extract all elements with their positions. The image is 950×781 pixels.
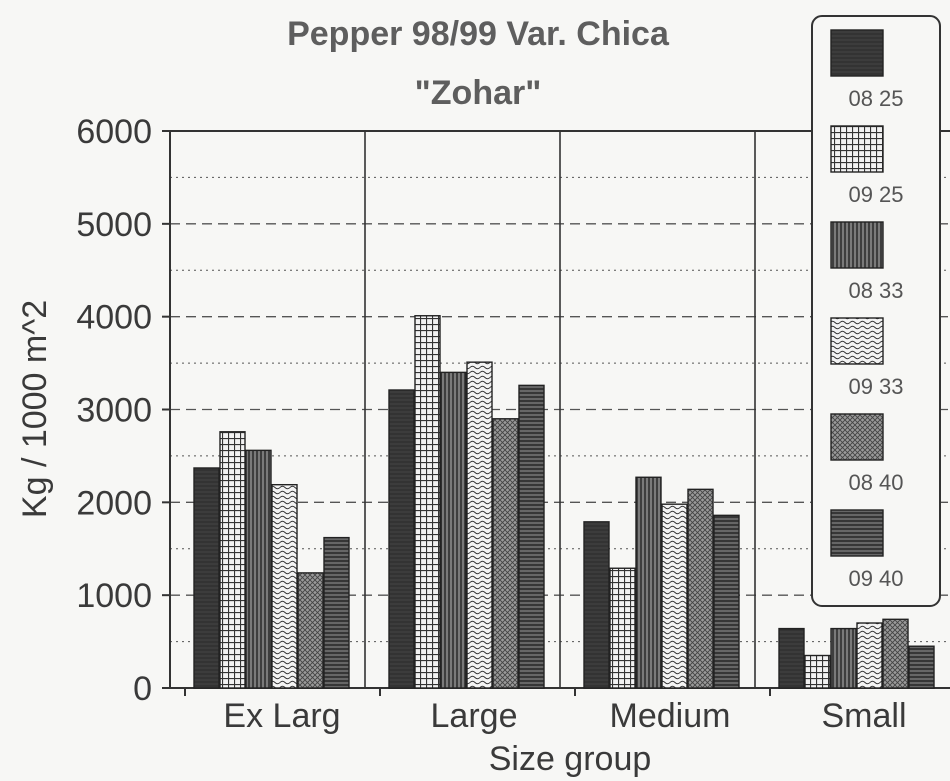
bar-series-6-large bbox=[518, 384, 545, 689]
x-tick-label: Small bbox=[821, 697, 906, 735]
x-tick-label: Medium bbox=[610, 697, 731, 735]
bar-series-4-large bbox=[466, 361, 493, 689]
bar-series-6-ex-larg bbox=[323, 536, 350, 689]
bar-series-6-small bbox=[908, 645, 935, 689]
legend-swatch bbox=[830, 29, 884, 77]
legend-label: 08 33 bbox=[848, 278, 903, 303]
y-tick-label: 2000 bbox=[76, 484, 152, 522]
bar-series-3-medium bbox=[635, 476, 662, 689]
legend-swatch bbox=[830, 509, 884, 557]
x-tick-label: Large bbox=[431, 697, 518, 735]
bar-series-1-medium bbox=[583, 521, 610, 689]
legend-label: 09 33 bbox=[848, 374, 903, 399]
legend-label: 09 40 bbox=[848, 566, 903, 591]
bar-series-4-small bbox=[856, 622, 883, 689]
bar-series-3-ex-larg bbox=[245, 449, 272, 689]
bar-series-5-medium bbox=[687, 488, 714, 689]
legend-label: 08 40 bbox=[848, 470, 903, 495]
bar-series-5-small bbox=[882, 618, 909, 689]
bar-series-4-medium bbox=[661, 503, 688, 689]
legend: 08 25 09 25 08 33 09 33 08 40 09 40 bbox=[811, 15, 941, 607]
bar-series-1-ex-larg bbox=[193, 467, 220, 689]
legend-label: 09 25 bbox=[848, 182, 903, 207]
y-tick-label: 3000 bbox=[76, 392, 152, 430]
bar-series-2-large bbox=[414, 315, 441, 689]
legend-swatch bbox=[830, 125, 884, 173]
bar-series-1-large bbox=[388, 389, 415, 689]
bar-series-6-medium bbox=[713, 514, 740, 689]
y-tick-label: 6000 bbox=[76, 113, 152, 151]
y-axis-label: Kg / 1000 m^2 bbox=[16, 300, 54, 518]
y-tick-label: 1000 bbox=[76, 577, 152, 615]
x-axis-ticks: Ex Larg Large Medium Small bbox=[223, 697, 906, 735]
y-axis-ticks: 0 1000 2000 3000 4000 5000 6000 bbox=[76, 113, 170, 708]
legend-label: 08 25 bbox=[848, 86, 903, 111]
chart-subtitle: "Zohar" bbox=[415, 74, 542, 112]
y-tick-label: 0 bbox=[133, 670, 152, 708]
chart-title: Pepper 98/99 Var. Chica bbox=[287, 15, 670, 53]
legend-swatch bbox=[830, 221, 884, 269]
legend-swatch bbox=[830, 413, 884, 461]
bars bbox=[193, 315, 935, 689]
bar-series-3-small bbox=[830, 627, 857, 689]
bar-series-2-medium bbox=[609, 567, 636, 689]
bar-series-4-ex-larg bbox=[271, 483, 298, 689]
y-tick-label: 4000 bbox=[76, 299, 152, 337]
x-tick-label: Ex Larg bbox=[223, 697, 340, 735]
bar-series-5-large bbox=[492, 418, 519, 689]
bar-series-3-large bbox=[440, 371, 467, 689]
legend-swatch bbox=[830, 317, 884, 365]
x-axis-label: Size group bbox=[489, 740, 652, 778]
y-tick-label: 5000 bbox=[76, 206, 152, 244]
bar-series-2-small bbox=[804, 654, 831, 689]
bar-series-2-ex-larg bbox=[219, 431, 246, 689]
bar-series-1-small bbox=[778, 627, 805, 689]
bar-series-5-ex-larg bbox=[297, 572, 324, 689]
